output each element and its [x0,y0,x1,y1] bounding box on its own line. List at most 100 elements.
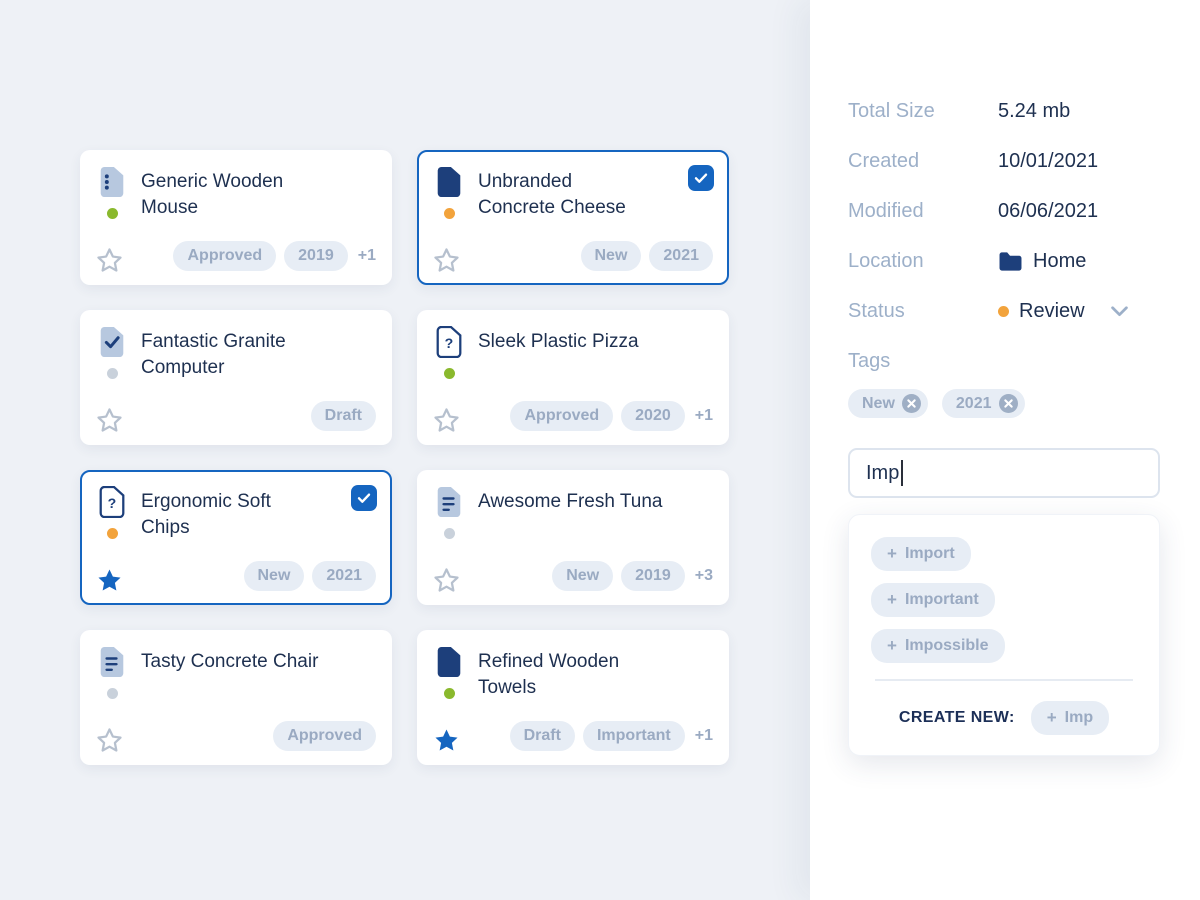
meta-value: Home [998,250,1086,273]
document-solid-icon [435,166,463,198]
card-badges: New 2021 [580,241,713,271]
card-title: Generic Wooden Mouse [141,171,284,219]
star-icon[interactable] [432,726,460,754]
meta-value-text: 10/01/2021 [998,150,1099,172]
meta-value: 10/01/2021 [998,150,1098,173]
plus-icon: + [887,590,897,609]
star-icon[interactable] [432,566,460,594]
meta-value: 06/06/2021 [998,200,1098,223]
card-title: Awesome Fresh Tuna [478,491,663,512]
file-status-dot [443,208,455,219]
tag-suggestion-option[interactable]: + Important [871,583,995,617]
star-icon[interactable] [95,566,123,594]
file-status-dot [106,368,118,379]
card-left-column [435,646,463,701]
tag-suggestions-dropdown: + Import + Important + Impossible CREATE NEW:… [848,514,1160,756]
file-status-dot [106,688,118,699]
meta-row: Status Review [848,300,1160,323]
file-status-dot [443,688,455,699]
plus-icon: + [1046,708,1057,727]
star-icon[interactable] [95,726,123,754]
badge: Draft [310,401,376,431]
file-card[interactable]: Refined Wooden Towels Draft Important +1 [417,630,729,765]
badge: 2021 [649,241,713,271]
badge: Draft [509,721,575,751]
file-card[interactable]: ? Sleek Plastic Pizza Approved 2020 +1 [417,310,729,445]
card-top: Refined Wooden Towels [435,646,711,701]
more-count: +1 [694,727,713,744]
badge: Approved [273,721,376,751]
more-count: +1 [357,247,376,264]
create-new-label: CREATE NEW: [898,709,1015,726]
card-title: Ergonomic Soft Chips [141,491,271,539]
meta-value[interactable]: Review [998,300,1128,323]
card-top: Tasty Concrete Chair [98,646,374,699]
tag-input[interactable]: Imp [848,448,1160,498]
review-status-dot [998,306,1009,317]
card-badges: Approved 2020 +1 [510,401,713,431]
card-title: Sleek Plastic Pizza [478,331,639,352]
file-card[interactable]: Unbranded Concrete Cheese New 2021 [417,150,729,285]
file-card[interactable]: ? Ergonomic Soft Chips New 2021 [80,470,392,605]
star-icon[interactable] [95,406,123,434]
tag-chip: 2021 [941,389,1025,418]
meta-label: Status [848,300,905,322]
card-badges: New 2019 +3 [552,561,713,591]
tags-section-label: Tags [848,350,891,372]
svg-text:?: ? [445,335,454,351]
suggestion-label: Important [904,591,979,608]
tag-chips: New 2021 [848,389,1160,418]
meta-label: Modified [848,200,924,222]
tag-suggestion-option[interactable]: + Import [871,537,971,571]
document-lines-icon [435,486,463,518]
card-badges: New 2021 [243,561,376,591]
plus-icon: + [887,636,897,655]
tag-label: New [862,394,895,412]
tag-label: 2021 [955,394,992,412]
remove-tag-icon[interactable] [998,394,1018,413]
badge: 2019 [284,241,348,271]
details-panel-content: Total Size 5.24 mb Created 10/01/2021 Modifi… [810,0,1200,756]
create-new-value: Imp [1064,709,1094,726]
card-left-column [435,166,463,221]
file-status-dot [443,528,455,539]
card-top: Awesome Fresh Tuna [435,486,711,539]
remove-tag-icon[interactable] [901,394,921,413]
file-card[interactable]: Tasty Concrete Chair Approved [80,630,392,765]
card-left-column: ? [435,325,463,379]
file-status-dot [106,208,118,219]
card-left-column [98,646,126,699]
meta-value-text: Home [1033,250,1087,272]
dropdown-divider [875,679,1133,681]
more-count: +3 [694,567,713,584]
create-new-tag-button[interactable]: + Imp [1030,701,1110,735]
folder-icon [998,251,1023,272]
badge: 2021 [312,561,376,591]
meta-value: 5.24 mb [998,100,1070,123]
file-status-dot [443,368,455,379]
star-icon[interactable] [95,246,123,274]
selected-checkbox[interactable] [351,485,377,511]
file-status-dot [106,528,118,539]
star-icon[interactable] [432,406,460,434]
meta-row: Modified 06/06/2021 [848,200,1160,223]
tag-suggestion-option[interactable]: + Impossible [871,629,1005,663]
badge: New [580,241,642,271]
badge: 2020 [621,401,685,431]
badge: Important [582,721,685,751]
file-card[interactable]: Awesome Fresh Tuna New 2019 +3 [417,470,729,605]
chevron-down-icon[interactable] [1110,306,1128,317]
badge: 2019 [621,561,685,591]
card-badges: Draft Important +1 [509,721,713,751]
document-dots-icon [98,166,126,198]
cards-grid: Generic Wooden Mouse Approved 2019 +1 Unb… [80,150,729,765]
star-icon[interactable] [432,246,460,274]
badge: Approved [173,241,277,271]
card-top: ? Sleek Plastic Pizza [435,325,711,379]
card-top: Unbranded Concrete Cheese [435,166,711,221]
file-card[interactable]: Fantastic Granite Computer Draft [80,310,392,445]
file-card[interactable]: Generic Wooden Mouse Approved 2019 +1 [80,150,392,285]
selected-checkbox[interactable] [688,165,714,191]
details-panel: Total Size 5.24 mb Created 10/01/2021 Modifi… [810,0,1200,900]
